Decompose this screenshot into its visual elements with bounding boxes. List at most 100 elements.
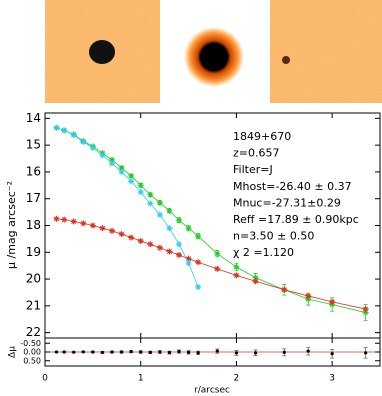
data-point (80, 220, 87, 227)
data-point (329, 298, 336, 305)
y-tick-label: 15 (26, 138, 41, 152)
annotation: Reff =17.89 ± 0.90kpc (233, 213, 359, 226)
data-point (128, 178, 135, 185)
data-point (109, 227, 115, 234)
data-point (156, 211, 163, 218)
data-point (214, 250, 221, 257)
data-point (305, 292, 312, 299)
residual-point (177, 350, 181, 354)
residual-point (282, 350, 286, 354)
residual-point (72, 350, 76, 354)
y-tick-label: 19 (26, 245, 41, 259)
y-tick-label: 20 (26, 272, 41, 286)
y-tick-label: 0.00 (23, 348, 41, 357)
data-point (80, 138, 87, 145)
residual-point (148, 350, 152, 354)
image-model (184, 27, 244, 87)
residual-point (253, 351, 258, 355)
data-point (128, 172, 135, 179)
data-point (70, 131, 77, 138)
y-tick-label: 21 (26, 298, 41, 312)
data-point (195, 284, 202, 291)
data-point (233, 264, 240, 271)
residual-point (110, 350, 114, 354)
residual-point (234, 351, 239, 355)
data-point (214, 265, 221, 272)
data-point (147, 191, 154, 198)
data-point (233, 272, 240, 279)
data-point (118, 231, 125, 238)
residual-y-label: Δμ (8, 346, 18, 358)
residual-point (139, 350, 143, 354)
data-point (137, 238, 144, 245)
residual-point (62, 350, 66, 354)
image-noise (270, 0, 382, 103)
data-point (176, 241, 182, 248)
annotation: n=3.50 ± 0.50 (233, 230, 314, 243)
data-point (99, 152, 106, 159)
image-source (89, 40, 115, 64)
data-point (252, 278, 259, 285)
y-tick-label: 22 (26, 325, 41, 339)
residual-point (129, 350, 133, 354)
data-point (147, 200, 154, 207)
data-point (53, 215, 60, 222)
y-tick-label: 0.50 (23, 356, 41, 365)
residual-point (215, 349, 219, 353)
x-tick-label: 3 (329, 374, 335, 384)
data-point (61, 127, 68, 134)
data-point (53, 124, 60, 131)
annotation: Mhost=-26.40 ± 0.37 (233, 180, 352, 193)
residual-point (119, 350, 124, 354)
data-point (185, 225, 192, 232)
annotation: z=0.657 (233, 147, 279, 160)
series-line (56, 127, 199, 288)
data-point (109, 156, 115, 163)
residual-point (81, 350, 85, 354)
y-tick-label: 17 (26, 191, 41, 205)
annotation: Mnuc=-27.31±0.29 (233, 196, 341, 209)
data-point (137, 182, 144, 189)
residual-point (167, 350, 172, 355)
data-point (70, 218, 77, 225)
data-point (99, 225, 106, 232)
image-panels (45, 0, 382, 103)
x-axis-label: r/arcsec (194, 386, 230, 396)
y-axis-label: μ /mag arcsec⁻² (5, 181, 18, 269)
data-point (195, 259, 202, 266)
data-point (185, 255, 192, 262)
data-point (166, 248, 173, 255)
data-point (137, 189, 144, 196)
data-point (362, 306, 369, 313)
x-tick-label: 0 (42, 374, 48, 384)
annotation: χ 2 =1.120 (233, 246, 294, 259)
residual-point (158, 350, 162, 354)
annotation: 1849+670 (233, 130, 291, 143)
data-point (147, 241, 154, 248)
data-point (362, 309, 369, 316)
data-point (109, 160, 115, 167)
residual-point (186, 350, 191, 354)
data-point (166, 225, 173, 232)
data-point (118, 164, 125, 171)
data-point (118, 168, 125, 175)
data-point (89, 222, 96, 229)
data-point (281, 286, 288, 293)
data-point (128, 234, 135, 241)
y-tick-label: 14 (26, 111, 41, 125)
data-point (252, 274, 259, 281)
residual-plot (45, 346, 380, 359)
series-line (56, 218, 366, 310)
data-point (176, 217, 182, 224)
data-point (156, 244, 163, 251)
residual-point (330, 352, 334, 356)
residual-point (364, 351, 368, 355)
data-point (61, 216, 68, 223)
x-tick-label: 2 (234, 374, 240, 384)
residual-point (306, 349, 310, 353)
residual-point (196, 351, 200, 355)
y-tick-label: 18 (26, 218, 41, 232)
data-point (195, 233, 202, 240)
